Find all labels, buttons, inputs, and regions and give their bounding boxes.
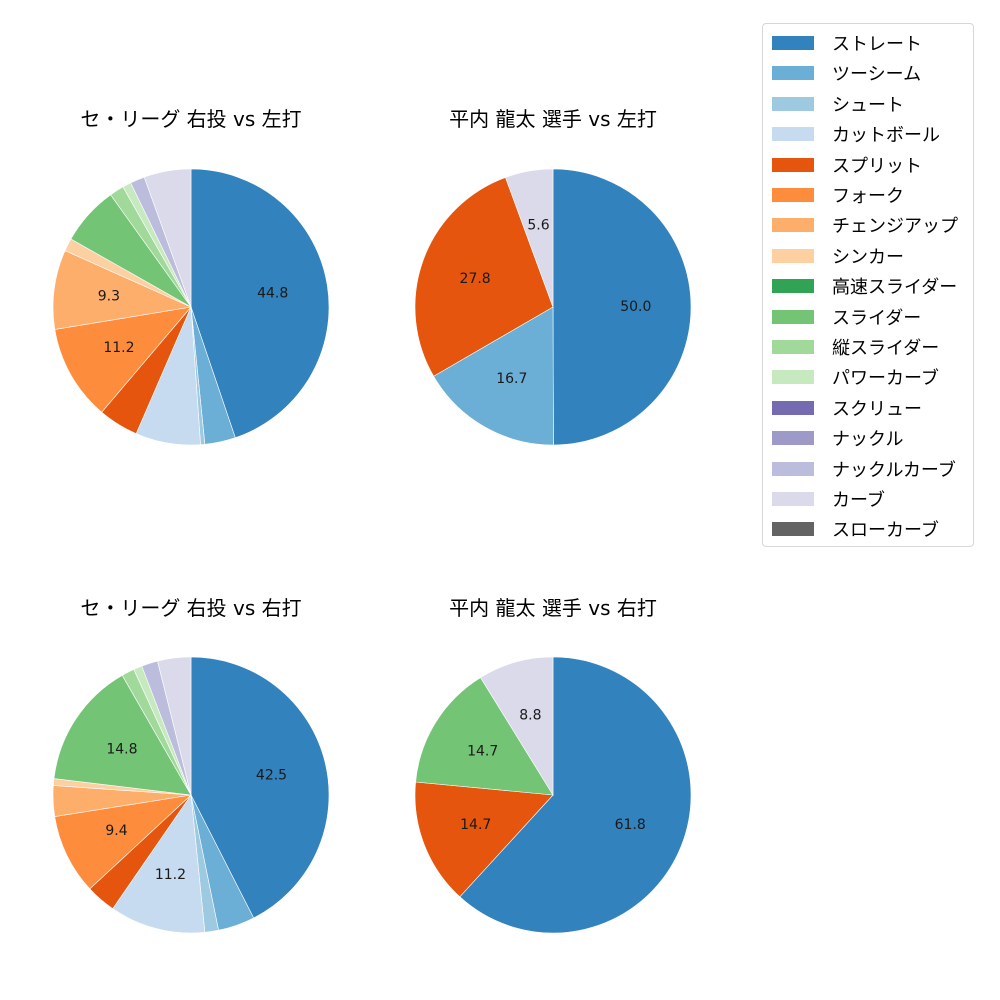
legend-item: カーブ (772, 489, 885, 511)
pie-slice (52, 250, 193, 330)
pie-slice (143, 168, 192, 308)
pie-slice (190, 656, 330, 919)
legend-label: カットボール (832, 125, 940, 147)
legend-label: ストレート (832, 34, 922, 55)
slice-value-label: 14.7 (460, 817, 491, 833)
slice-value-label: 8.8 (519, 707, 541, 723)
slice-value-label: 9.4 (105, 823, 127, 839)
pie-slice (112, 794, 206, 934)
pie-slice (190, 168, 330, 439)
pie-slice (505, 168, 554, 308)
chart-title: 平内 龍太 選手 vs 左打 (449, 107, 657, 131)
legend-label: 縦スライダー (832, 338, 940, 359)
legend-swatch (772, 66, 814, 81)
legend-item: パワーカーブ (772, 367, 939, 390)
legend-swatch (772, 248, 814, 263)
slice-value-label: 14.7 (467, 743, 498, 759)
chart-title: セ・リーグ 右投 vs 左打 (80, 107, 302, 131)
legend-swatch (772, 218, 814, 233)
slice-value-label: 44.8 (257, 286, 288, 302)
legend-swatch (772, 127, 814, 142)
legend-label: 高速スライダー (832, 277, 958, 299)
legend-item: スプリット (772, 155, 922, 177)
legend-item: スライダー (772, 307, 922, 329)
pie-slice (414, 177, 554, 377)
pie-slice (54, 306, 192, 413)
legend-label: シュート (832, 94, 904, 116)
slice-value-label: 27.8 (460, 271, 491, 287)
chart-title: セ・リーグ 右投 vs 右打 (80, 596, 302, 620)
slice-value-label: 16.7 (496, 371, 527, 387)
pie-slice (480, 656, 554, 797)
legend-swatch (772, 279, 814, 294)
pie-slice (415, 677, 554, 796)
slice-value-label: 11.2 (155, 867, 186, 883)
pie-slice (414, 781, 554, 898)
legend-swatch (772, 309, 814, 324)
slice-value-label: 50.0 (620, 299, 651, 315)
legend-label: スプリット (832, 155, 922, 177)
legend-item: スクリュー (772, 398, 922, 420)
chart-title: 平内 龍太 選手 vs 右打 (449, 596, 657, 620)
legend-item: 縦スライダー (772, 337, 940, 359)
legend-item: チェンジアップ (772, 215, 958, 238)
pie-slice (54, 794, 192, 890)
legend-label: スローカーブ (832, 520, 939, 542)
legend: ストレートツーシームシュートカットボール スプリットフォークチェンジアップ シンカー… (762, 23, 974, 547)
pie-slice (157, 656, 192, 796)
legend-swatch (772, 157, 814, 172)
slice-value-label: 14.8 (106, 741, 137, 757)
legend-label: ツーシーム (832, 64, 922, 86)
pie-slice (53, 674, 192, 796)
legend-label: シンカー (832, 246, 904, 268)
pie-slice (552, 168, 692, 446)
slice-value-label: 5.6 (527, 217, 549, 233)
legend-label: スクリュー (832, 398, 922, 420)
legend-swatch (772, 431, 814, 446)
slice-value-label: 9.3 (98, 288, 120, 304)
legend-item: ナックルカーブ (772, 459, 956, 481)
legend-label: スライダー (832, 307, 922, 329)
legend-item: ナックル (772, 428, 904, 451)
legend-item: ストレート (772, 33, 922, 55)
legend-label: ナックル (832, 429, 904, 451)
legend-label: フォーク (832, 186, 904, 207)
slice-value-label: 61.8 (615, 817, 646, 833)
legend-swatch (772, 36, 814, 50)
legend-label: パワーカーブ (832, 368, 939, 390)
legend-swatch (772, 96, 814, 111)
legend-item: シュート (772, 94, 904, 116)
legend-label: カーブ (832, 490, 885, 511)
legend-item: カットボール (772, 124, 940, 147)
legend-item: フォーク (772, 185, 904, 207)
slice-value-label: 11.2 (103, 340, 134, 356)
legend-swatch (772, 370, 814, 385)
pie-slice (459, 656, 692, 934)
slice-value-label: 42.5 (256, 768, 287, 784)
legend-item: シンカー (772, 246, 904, 268)
legend-swatch (772, 461, 814, 476)
legend-label: ナックルカーブ (832, 459, 956, 481)
legend-swatch (772, 492, 814, 506)
legend-label: チェンジアップ (832, 216, 958, 238)
legend-swatch (772, 340, 814, 354)
legend-swatch (772, 188, 814, 202)
legend-item: ツーシーム (772, 63, 922, 86)
legend-item: 高速スライダー (772, 276, 958, 299)
pie-slice (433, 306, 554, 446)
legend-item: スローカーブ (772, 519, 939, 542)
legend-swatch (772, 522, 814, 537)
legend-swatch (772, 400, 814, 415)
